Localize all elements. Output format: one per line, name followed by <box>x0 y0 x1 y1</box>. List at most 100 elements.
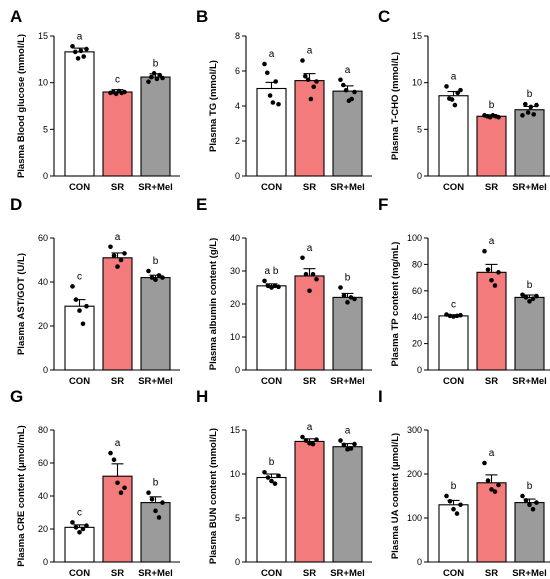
data-point <box>156 515 162 520</box>
data-point <box>265 70 270 76</box>
category-label: CON <box>443 568 464 579</box>
data-point <box>154 76 160 82</box>
bar <box>294 440 325 563</box>
category-label: SR <box>111 568 124 579</box>
category-label: CON <box>443 376 464 387</box>
y-tick-label: 10 <box>38 78 48 88</box>
y-axis-label: Plasma TP content (mg/mL) <box>390 242 401 367</box>
bar <box>332 446 363 563</box>
y-tick-label: 20 <box>38 524 48 534</box>
data-point <box>452 102 458 108</box>
data-point <box>300 58 305 63</box>
data-point <box>267 93 273 98</box>
significance-label: a <box>489 448 495 459</box>
y-axis-label: Plasma Blood glucose (mmol/L) <box>16 34 27 178</box>
significance-label: b <box>527 481 533 492</box>
significance-label: a <box>451 71 457 82</box>
data-point <box>520 292 525 298</box>
y-tick-label: 20 <box>38 321 48 331</box>
data-point <box>84 303 89 309</box>
data-point <box>534 500 539 505</box>
bar <box>514 502 545 563</box>
data-point <box>523 498 529 503</box>
y-tick-label: 10 <box>412 78 422 88</box>
category-label: SR+Mel <box>138 568 173 579</box>
data-point <box>149 497 155 502</box>
data-point <box>265 475 271 480</box>
data-point <box>156 273 162 278</box>
data-point <box>530 506 536 512</box>
y-tick-label: 60 <box>38 233 48 243</box>
significance-label: a <box>345 65 351 76</box>
data-point <box>269 285 274 290</box>
bar <box>514 296 545 371</box>
data-point <box>352 296 357 302</box>
data-point <box>300 255 305 261</box>
y-tick-label: 15 <box>38 31 48 41</box>
y-tick-label: 15 <box>412 31 422 41</box>
bar <box>476 482 507 563</box>
data-point <box>338 77 343 83</box>
y-axis-label: Plasma AST/GOT (U/L) <box>16 253 27 355</box>
y-tick-label: 5 <box>43 124 48 134</box>
data-point <box>115 480 120 486</box>
category-label: SR+Mel <box>330 182 365 193</box>
data-point <box>160 500 165 505</box>
category-label: CON <box>261 376 282 387</box>
category-label: SR <box>303 376 316 387</box>
data-point <box>345 447 350 452</box>
panel-c: C 0 5 10 15 Plasma T-CHO (mmol/L) a CON b SR b SR+M… <box>378 7 550 193</box>
data-point <box>310 441 316 447</box>
data-point <box>447 498 453 504</box>
y-tick-label: 10 <box>230 332 240 342</box>
data-point <box>520 113 525 118</box>
y-tick-label: 300 <box>407 425 422 435</box>
category-label: SR <box>111 182 124 193</box>
data-point <box>122 485 127 491</box>
data-point <box>73 297 79 302</box>
data-point <box>84 523 89 528</box>
category-label: SR <box>303 568 316 579</box>
data-point <box>310 272 316 277</box>
y-tick-label: 0 <box>417 365 422 375</box>
data-point <box>157 72 162 78</box>
y-tick-label: 0 <box>43 171 48 181</box>
category-label: SR <box>303 182 316 193</box>
data-point <box>262 469 267 475</box>
data-point <box>153 277 158 283</box>
y-tick-label: 0 <box>417 171 422 181</box>
significance-label: c <box>115 75 120 86</box>
data-point <box>80 526 86 532</box>
data-point <box>482 460 487 466</box>
y-tick-label: 6 <box>235 66 240 76</box>
bar <box>332 296 363 371</box>
data-point <box>525 110 531 115</box>
data-point <box>458 87 463 93</box>
data-point <box>496 114 501 120</box>
y-tick-label: 40 <box>38 491 48 501</box>
category-label: SR+Mel <box>512 182 547 193</box>
bar <box>514 109 545 177</box>
data-point <box>153 508 158 514</box>
data-point <box>485 267 491 272</box>
data-point <box>113 91 119 97</box>
data-point <box>444 312 449 317</box>
y-axis-label: Plasma CRE content (μmol/mL) <box>16 425 27 566</box>
data-point <box>77 530 82 535</box>
significance-label: b <box>153 58 159 69</box>
data-point <box>449 97 455 102</box>
data-point <box>160 275 165 280</box>
y-axis-label: Plasma albumin content (g/L) <box>208 238 219 371</box>
data-point <box>352 441 357 447</box>
bar <box>102 475 133 563</box>
data-point <box>108 450 113 456</box>
panel-letter: B <box>196 7 208 26</box>
significance-label: b <box>269 457 275 468</box>
data-point <box>338 285 343 290</box>
data-point <box>341 442 347 448</box>
panel-letter: A <box>10 7 22 26</box>
category-label: CON <box>69 568 90 579</box>
data-point <box>303 272 309 277</box>
data-point <box>77 308 82 313</box>
data-point <box>84 46 89 52</box>
